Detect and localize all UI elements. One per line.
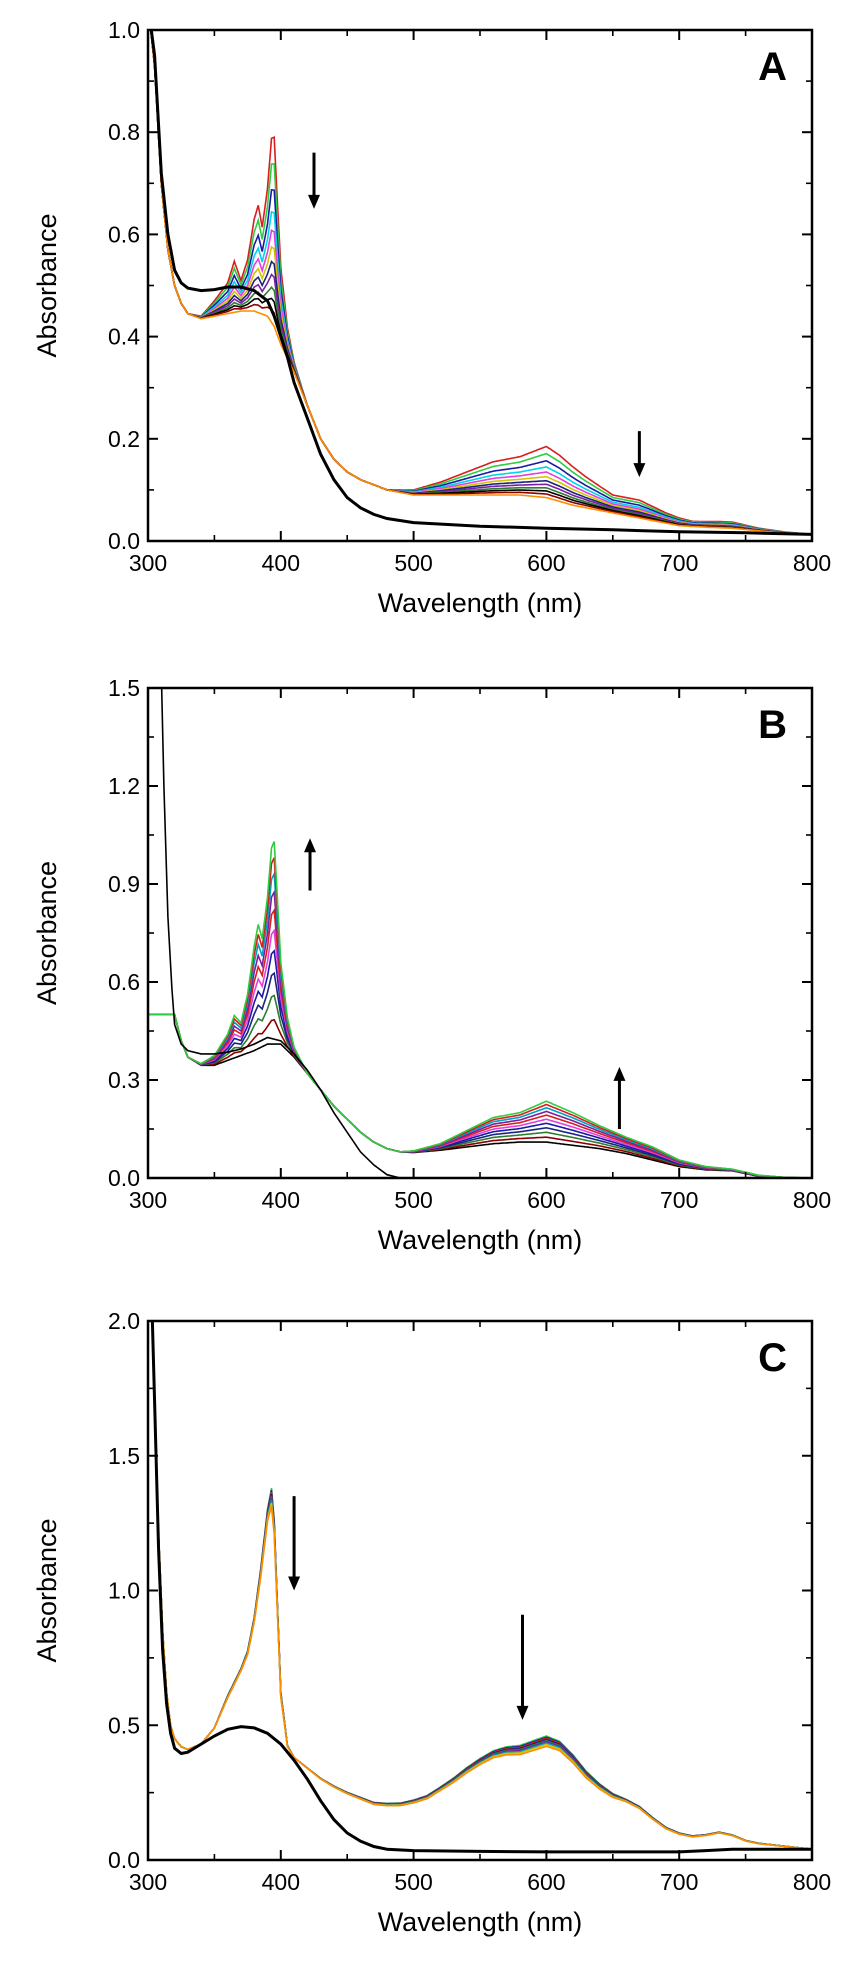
trend-arrow-down xyxy=(516,1614,529,1720)
y-tick-label: 0.4 xyxy=(108,324,140,350)
y-tick-label: 0.0 xyxy=(108,1847,140,1873)
series-line-8 xyxy=(150,30,812,536)
x-tick-label: 800 xyxy=(793,550,831,576)
series-line-4 xyxy=(151,1321,812,1850)
x-axis-title: Wavelength (nm) xyxy=(378,588,583,618)
series-line-2 xyxy=(150,30,812,536)
y-tick-label: 0.5 xyxy=(108,1712,140,1738)
series-line-3 xyxy=(150,30,812,536)
series-line-7 xyxy=(150,30,812,536)
panel-label: C xyxy=(758,1336,787,1380)
trend-arrow-up xyxy=(613,1066,626,1129)
series-line-1 xyxy=(150,30,812,536)
x-tick-label: 400 xyxy=(262,1869,300,1895)
y-tick-label: 0.8 xyxy=(108,119,140,145)
series-line-3 xyxy=(148,994,812,1178)
x-tick-label: 300 xyxy=(129,1869,167,1895)
series-line-10 xyxy=(150,30,812,536)
panel-a: 300 400 500 600 700 800 0.0 0.2 0.4 0.6 0.8 1.0 Wave… xyxy=(32,17,831,618)
y-axis-title: Absorbance xyxy=(32,861,62,1005)
y-tick-label: 1.2 xyxy=(108,773,140,799)
y-tick-label: 1.0 xyxy=(108,17,140,43)
panel-c: 300 400 500 600 700 800 0.0 0.5 1.0 1.5 2.0 Wavelen… xyxy=(32,1308,831,1937)
series-line-12 xyxy=(150,30,812,536)
series-line-7 xyxy=(151,1321,812,1850)
plot-frame xyxy=(146,686,814,1180)
series-line-11 xyxy=(148,841,812,1178)
x-axis-title: Wavelength (nm) xyxy=(378,1225,583,1255)
y-tick-label: 0.6 xyxy=(108,221,140,247)
y-axis-title: Absorbance xyxy=(32,1518,62,1662)
plot-area xyxy=(150,1321,812,1854)
x-tick-label: 800 xyxy=(793,1187,831,1213)
plot-area xyxy=(148,688,812,1178)
series-line-6 xyxy=(150,30,812,536)
x-tick-label: 400 xyxy=(262,550,300,576)
series-line-2 xyxy=(151,1321,812,1850)
trend-arrow-down xyxy=(633,431,646,478)
series-line-6 xyxy=(151,1321,812,1850)
series-line-3 xyxy=(151,1321,812,1850)
y-tick-label: 1.5 xyxy=(108,1443,140,1469)
plot-area xyxy=(149,30,812,536)
x-tick-label: 700 xyxy=(660,1869,698,1895)
reference-spectrum-line xyxy=(150,1321,812,1854)
panel-label: A xyxy=(758,45,787,89)
x-tick-label: 700 xyxy=(660,550,698,576)
reference-spectrum-line xyxy=(160,688,812,1178)
x-tick-label: 600 xyxy=(527,550,565,576)
x-tick-label: 500 xyxy=(394,1187,432,1213)
x-tick-label: 500 xyxy=(394,1869,432,1895)
series-line-1 xyxy=(151,1321,812,1850)
y-tick-label: 0.2 xyxy=(108,426,140,452)
y-tick-label: 0.6 xyxy=(108,969,140,995)
x-tick-label: 400 xyxy=(262,1187,300,1213)
x-tick-label: 700 xyxy=(660,1187,698,1213)
y-tick-label: 0.9 xyxy=(108,871,140,897)
series-line-9 xyxy=(151,1321,812,1850)
reference-spectrum-line xyxy=(149,30,812,536)
trend-arrow-up xyxy=(304,838,317,891)
x-tick-label: 800 xyxy=(793,1869,831,1895)
series-line-5 xyxy=(148,949,812,1178)
x-tick-label: 300 xyxy=(129,550,167,576)
panel-label: B xyxy=(758,703,787,747)
x-axis-title: Wavelength (nm) xyxy=(378,1907,583,1937)
y-tick-label: 0.0 xyxy=(108,1165,140,1191)
series-line-4 xyxy=(150,30,812,536)
trend-arrow-down xyxy=(308,152,320,209)
panel-b: 300 400 500 600 700 800 0.0 0.3 0.6 0.9 1.2 1.5 Wave… xyxy=(32,675,831,1255)
series-line-5 xyxy=(150,30,812,536)
y-tick-label: 1.0 xyxy=(108,1578,140,1604)
plot-frame xyxy=(146,1319,814,1862)
series-line-9 xyxy=(150,30,812,536)
y-tick-label: 0.3 xyxy=(108,1067,140,1093)
series-line-8 xyxy=(151,1321,812,1850)
y-tick-label: 0.0 xyxy=(108,528,140,554)
series-line-11 xyxy=(150,30,812,536)
x-tick-label: 600 xyxy=(527,1187,565,1213)
x-tick-label: 500 xyxy=(394,550,432,576)
trend-arrow-down xyxy=(288,1496,301,1591)
y-tick-label: 1.5 xyxy=(108,675,140,701)
series-line-5 xyxy=(151,1321,812,1850)
y-axis-title: Absorbance xyxy=(32,213,62,357)
x-tick-label: 600 xyxy=(527,1869,565,1895)
y-tick-label: 2.0 xyxy=(108,1308,140,1334)
x-tick-label: 300 xyxy=(129,1187,167,1213)
